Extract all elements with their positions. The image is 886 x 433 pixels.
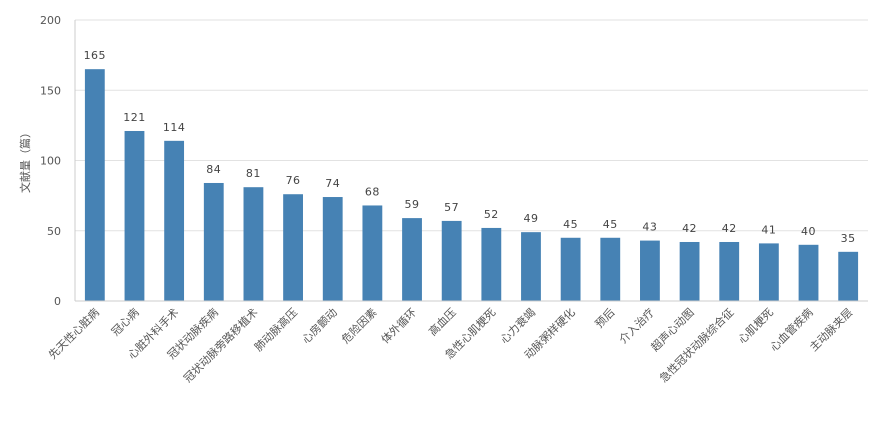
data-label: 49	[523, 212, 538, 225]
x-axis-categories: 先天性心脏病 冠心病心脏外科手术冠状动脉疾病冠状动脉旁路移植术肺动脉高压 心房颤动危…	[45, 305, 855, 385]
y-tick-label: 100	[40, 155, 61, 168]
data-label: 165	[84, 49, 107, 62]
data-label: 43	[642, 221, 657, 234]
bar	[600, 237, 621, 301]
data-label: 45	[563, 218, 578, 231]
category-label: 体外循环	[378, 305, 419, 346]
bar	[203, 182, 224, 301]
bar	[124, 130, 145, 301]
y-tick-label: 150	[40, 84, 61, 97]
y-tick-label: 50	[47, 225, 61, 238]
bar	[838, 251, 859, 301]
data-label: 42	[722, 222, 737, 235]
bar	[798, 244, 819, 301]
category-label: 冠心病	[108, 305, 141, 338]
data-labels: 165 121 114 84 81 76 74 68 59 57 52 49 45 45 43 42 42 41 4…	[84, 49, 856, 245]
category-label: 急性冠状动脉综合征	[656, 305, 736, 385]
bar	[719, 241, 740, 301]
data-label: 81	[246, 167, 261, 180]
data-label: 40	[801, 225, 816, 238]
category-label: 主动脉夹层	[807, 305, 856, 354]
category-label: 心肌梗死	[735, 305, 776, 346]
y-tick-label: 200	[40, 14, 61, 27]
category-label: 预后	[593, 306, 618, 331]
category-label: 心房颤动	[299, 305, 340, 346]
data-label: 45	[603, 218, 618, 231]
bar	[402, 218, 422, 301]
bar	[362, 205, 383, 301]
bar	[481, 227, 502, 301]
bar	[322, 197, 343, 301]
bar	[560, 237, 581, 301]
data-label: 114	[163, 121, 186, 134]
data-label: 52	[484, 208, 499, 221]
data-label: 57	[444, 201, 459, 214]
category-label: 冠状动脉旁路移植术	[181, 305, 261, 385]
bars	[84, 69, 859, 301]
data-label: 74	[325, 177, 340, 190]
data-label: 35	[841, 232, 856, 245]
bar	[758, 243, 779, 301]
y-axis-ticks: 0 50 100 150 200	[40, 14, 61, 308]
bar	[164, 140, 185, 301]
data-label: 41	[761, 223, 776, 236]
data-label: 42	[682, 222, 697, 235]
data-label: 68	[365, 185, 380, 198]
grid-lines	[75, 19, 868, 302]
bar	[441, 220, 462, 301]
data-label: 121	[123, 111, 146, 124]
y-axis-title: 文献量（篇）	[18, 127, 32, 193]
category-label: 先天性心脏病	[45, 305, 102, 362]
y-tick-label: 0	[54, 295, 61, 308]
data-label: 84	[206, 163, 221, 176]
bar	[640, 240, 660, 301]
category-label: 肺动脉高压	[251, 305, 300, 354]
data-label: 59	[405, 198, 420, 211]
category-label: 心力衰竭	[497, 305, 538, 346]
bar	[679, 241, 700, 301]
bar	[243, 187, 264, 301]
category-label: 高血压	[426, 305, 459, 338]
bar	[521, 232, 541, 301]
bar	[283, 194, 303, 301]
category-label: 危险因素	[338, 305, 379, 346]
bar	[84, 69, 105, 301]
data-label: 76	[286, 174, 301, 187]
category-label: 介入治疗	[616, 305, 657, 346]
